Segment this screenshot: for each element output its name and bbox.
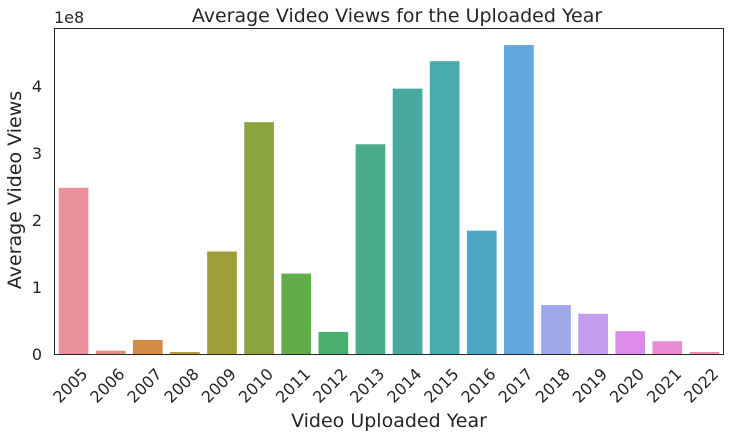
bar-2012 xyxy=(318,331,349,354)
x-tick-label-2006: 2006 xyxy=(86,364,128,406)
bar-2007 xyxy=(132,339,163,354)
bar-2015 xyxy=(429,61,460,354)
x-tick-label-2007: 2007 xyxy=(123,364,165,406)
x-tick-label-2009: 2009 xyxy=(198,364,240,406)
x-tick-label-2008: 2008 xyxy=(161,364,203,406)
x-tick-label-2020: 2020 xyxy=(606,364,648,406)
y-tick-label-2: 2 xyxy=(32,211,42,230)
x-tick-label-2011: 2011 xyxy=(272,364,314,406)
x-tick-label-2014: 2014 xyxy=(383,364,425,406)
x-tick-label-2019: 2019 xyxy=(569,364,611,406)
bar-2005 xyxy=(58,187,89,354)
y-tick-label-3: 3 xyxy=(32,144,42,163)
x-tick-label-2005: 2005 xyxy=(49,364,91,406)
x-tick-label-2016: 2016 xyxy=(457,364,499,406)
bar-2016 xyxy=(466,230,497,354)
bar-2011 xyxy=(281,273,312,354)
bar-2010 xyxy=(244,122,274,354)
x-tick-label-2012: 2012 xyxy=(309,364,351,406)
x-tick-label-2017: 2017 xyxy=(495,364,537,406)
x-tick-label-2013: 2013 xyxy=(346,364,388,406)
bars-group xyxy=(58,45,720,354)
bar-2022 xyxy=(689,351,720,354)
chart-title: Average Video Views for the Uploaded Yea… xyxy=(192,5,603,27)
bar-2008 xyxy=(170,351,200,354)
bar-2019 xyxy=(578,313,608,354)
bar-2017 xyxy=(504,45,534,354)
bar-2014 xyxy=(392,88,423,354)
x-tick-label-2018: 2018 xyxy=(532,364,574,406)
x-axis-label: Video Uploaded Year xyxy=(291,410,487,432)
x-tick-label-2022: 2022 xyxy=(680,364,722,406)
x-ticks-group: 2005200620072008200920102011201220132014… xyxy=(49,364,722,406)
y-ticks-group: 0 1 2 3 4 xyxy=(32,77,42,364)
x-tick-label-2010: 2010 xyxy=(235,364,277,406)
y-tick-label-4: 4 xyxy=(32,77,42,96)
plot-frame xyxy=(54,28,724,355)
x-tick-label-2021: 2021 xyxy=(643,364,685,406)
bar-2020 xyxy=(615,331,646,354)
y-tick-label-0: 0 xyxy=(32,345,42,364)
y-axis-offset-label: 1e8 xyxy=(54,8,84,27)
bar-2009 xyxy=(207,251,237,354)
bar-2013 xyxy=(355,144,386,354)
y-tick-label-1: 1 xyxy=(32,278,42,297)
bar-2006 xyxy=(95,350,126,354)
x-tick-label-2015: 2015 xyxy=(420,364,462,406)
bar-2018 xyxy=(541,305,571,354)
y-axis-label: Average Video Views xyxy=(4,91,26,289)
bar-2021 xyxy=(652,341,683,354)
